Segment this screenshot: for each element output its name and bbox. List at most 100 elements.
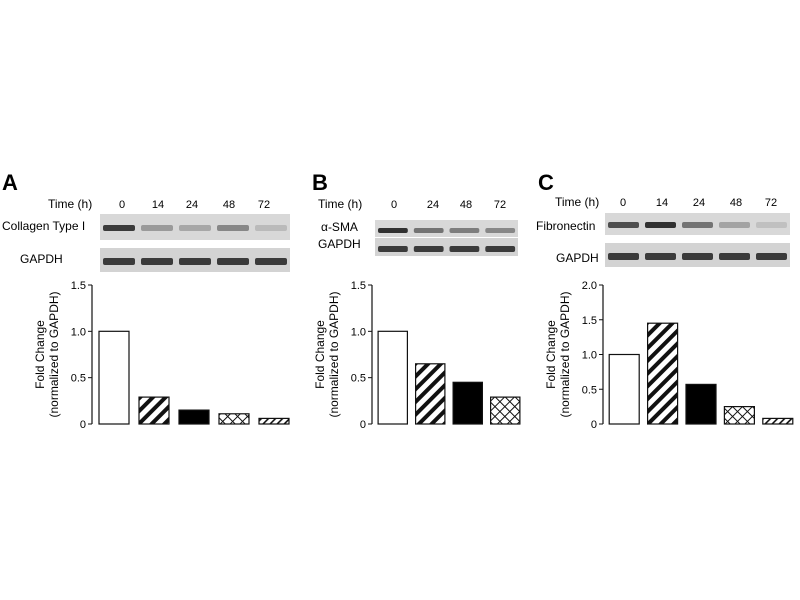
time-0: 0: [391, 199, 397, 211]
protein-band: [255, 225, 287, 231]
bar-24h: [415, 363, 446, 425]
bar-0h: [608, 353, 640, 425]
y-tick-label: 0.5: [71, 373, 86, 385]
panel-b: B Time (h) 0 24 48 72 α-SMA GAPDH 0 0.5 1.…: [312, 170, 521, 431]
protein-band: [608, 222, 639, 228]
y-tick-label: 1.5: [71, 280, 86, 292]
panel-a: A Time (h) 0 14 24 48 72 Collagen Type I…: [2, 170, 290, 431]
protein-band: [217, 225, 249, 231]
time-4: 72: [765, 197, 777, 209]
y-axis-label-sub: (normalized to GAPDH): [47, 291, 61, 417]
loading-band: [413, 246, 444, 252]
y-tick-label: 2.0: [582, 280, 597, 292]
loading-band: [485, 246, 516, 252]
bar-0h: [377, 330, 409, 425]
y-tick-label: 1.0: [71, 326, 86, 338]
protein-band: [413, 228, 444, 233]
protein-band: [103, 225, 135, 231]
protein-band: [485, 228, 516, 233]
bar-48h: [218, 413, 250, 425]
y-tick-label: 1.0: [582, 350, 597, 362]
bar-14h: [646, 322, 679, 425]
protein-label: α-SMA: [321, 220, 358, 234]
y-axis-label-sub: (normalized to GAPDH): [558, 291, 572, 417]
protein-band: [756, 222, 787, 228]
y-tick-label: 0: [80, 419, 86, 431]
protein-label: Fibronectin: [536, 219, 595, 233]
bar-72h: [490, 396, 521, 425]
time-1: 14: [152, 199, 164, 211]
loading-blot: [375, 238, 518, 256]
time-3: 72: [494, 199, 506, 211]
loading-band: [179, 258, 211, 265]
protein-blot: [375, 220, 518, 237]
chart-a: 0 0.5 1.0 1.5 Fold Change (normalized to GAPD…: [33, 280, 290, 431]
protein-band: [449, 228, 480, 233]
loading-bands: [103, 258, 287, 265]
protein-band: [378, 228, 408, 233]
bar-72h: [762, 417, 794, 425]
time-label: Time (h): [555, 195, 599, 209]
loading-band: [103, 258, 135, 265]
time-0: 0: [119, 199, 125, 211]
time-3: 48: [730, 197, 742, 209]
y-tick-label: 0.5: [582, 384, 597, 396]
loading-label: GAPDH: [318, 237, 361, 251]
loading-band: [217, 258, 249, 265]
panel-letter: C: [538, 170, 554, 195]
y-axis-label: Fold Change: [33, 320, 47, 389]
loading-band: [255, 258, 287, 265]
protein-band: [682, 222, 713, 228]
loading-label: GAPDH: [20, 252, 63, 266]
loading-label: GAPDH: [556, 251, 599, 265]
bar-48h: [723, 406, 756, 425]
loading-band: [141, 258, 173, 265]
bar-14h: [138, 396, 170, 425]
chart-b: 0 0.5 1.0 1.5 Fold Change (normalized to GAPD…: [313, 280, 521, 431]
y-tick-label: 0: [591, 419, 597, 431]
loading-band: [645, 253, 676, 260]
loading-band: [719, 253, 750, 260]
time-1: 14: [656, 197, 668, 209]
time-2: 48: [460, 199, 472, 211]
bar-0h: [98, 330, 130, 425]
protein-label: Collagen Type I: [2, 219, 85, 233]
loading-band: [682, 253, 713, 260]
protein-bands: [103, 225, 287, 231]
protein-band: [179, 225, 211, 231]
y-axis-label: Fold Change: [313, 320, 327, 389]
chart-c: 0 0.5 1.0 1.5 2.0 Fold Change (normalized to G…: [544, 280, 794, 431]
bar-48h: [452, 381, 484, 425]
protein-band: [645, 222, 676, 228]
time-1: 24: [427, 199, 439, 211]
panel-letter: A: [2, 170, 18, 195]
loading-bands: [378, 246, 516, 252]
loading-bands: [608, 253, 787, 260]
y-tick-label: 1.5: [582, 315, 597, 327]
time-3: 48: [223, 199, 235, 211]
bar-72h: [258, 417, 290, 425]
y-tick-label: 1.5: [351, 280, 366, 292]
y-axis-label: Fold Change: [544, 320, 558, 389]
protein-band: [141, 225, 173, 231]
loading-band: [756, 253, 787, 260]
bar-24h: [178, 409, 210, 425]
y-tick-label: 0.5: [351, 373, 366, 385]
time-label: Time (h): [48, 197, 92, 211]
protein-band: [719, 222, 750, 228]
time-label: Time (h): [318, 197, 362, 211]
protein-bands: [378, 228, 516, 233]
loading-band: [378, 246, 408, 252]
y-axis-label-sub: (normalized to GAPDH): [327, 291, 341, 417]
time-4: 72: [258, 199, 270, 211]
time-0: 0: [620, 197, 626, 209]
time-2: 24: [186, 199, 198, 211]
time-2: 24: [693, 197, 705, 209]
panel-letter: B: [312, 170, 328, 195]
panel-c: C Time (h) 0 14 24 48 72 Fibronectin GAP…: [536, 170, 794, 431]
bar-24h: [685, 383, 717, 425]
loading-band: [449, 246, 480, 252]
y-tick-label: 0: [360, 419, 366, 431]
protein-bands: [608, 222, 787, 228]
